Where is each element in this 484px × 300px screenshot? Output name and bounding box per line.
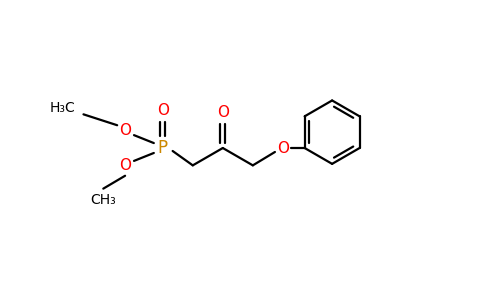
Text: CH₃: CH₃ xyxy=(91,193,116,206)
Text: O: O xyxy=(157,103,169,118)
Text: O: O xyxy=(119,123,131,138)
Text: O: O xyxy=(119,158,131,173)
Text: O: O xyxy=(277,140,289,155)
Text: O: O xyxy=(217,105,229,120)
Text: H₃C: H₃C xyxy=(50,101,76,116)
Text: P: P xyxy=(158,139,168,157)
